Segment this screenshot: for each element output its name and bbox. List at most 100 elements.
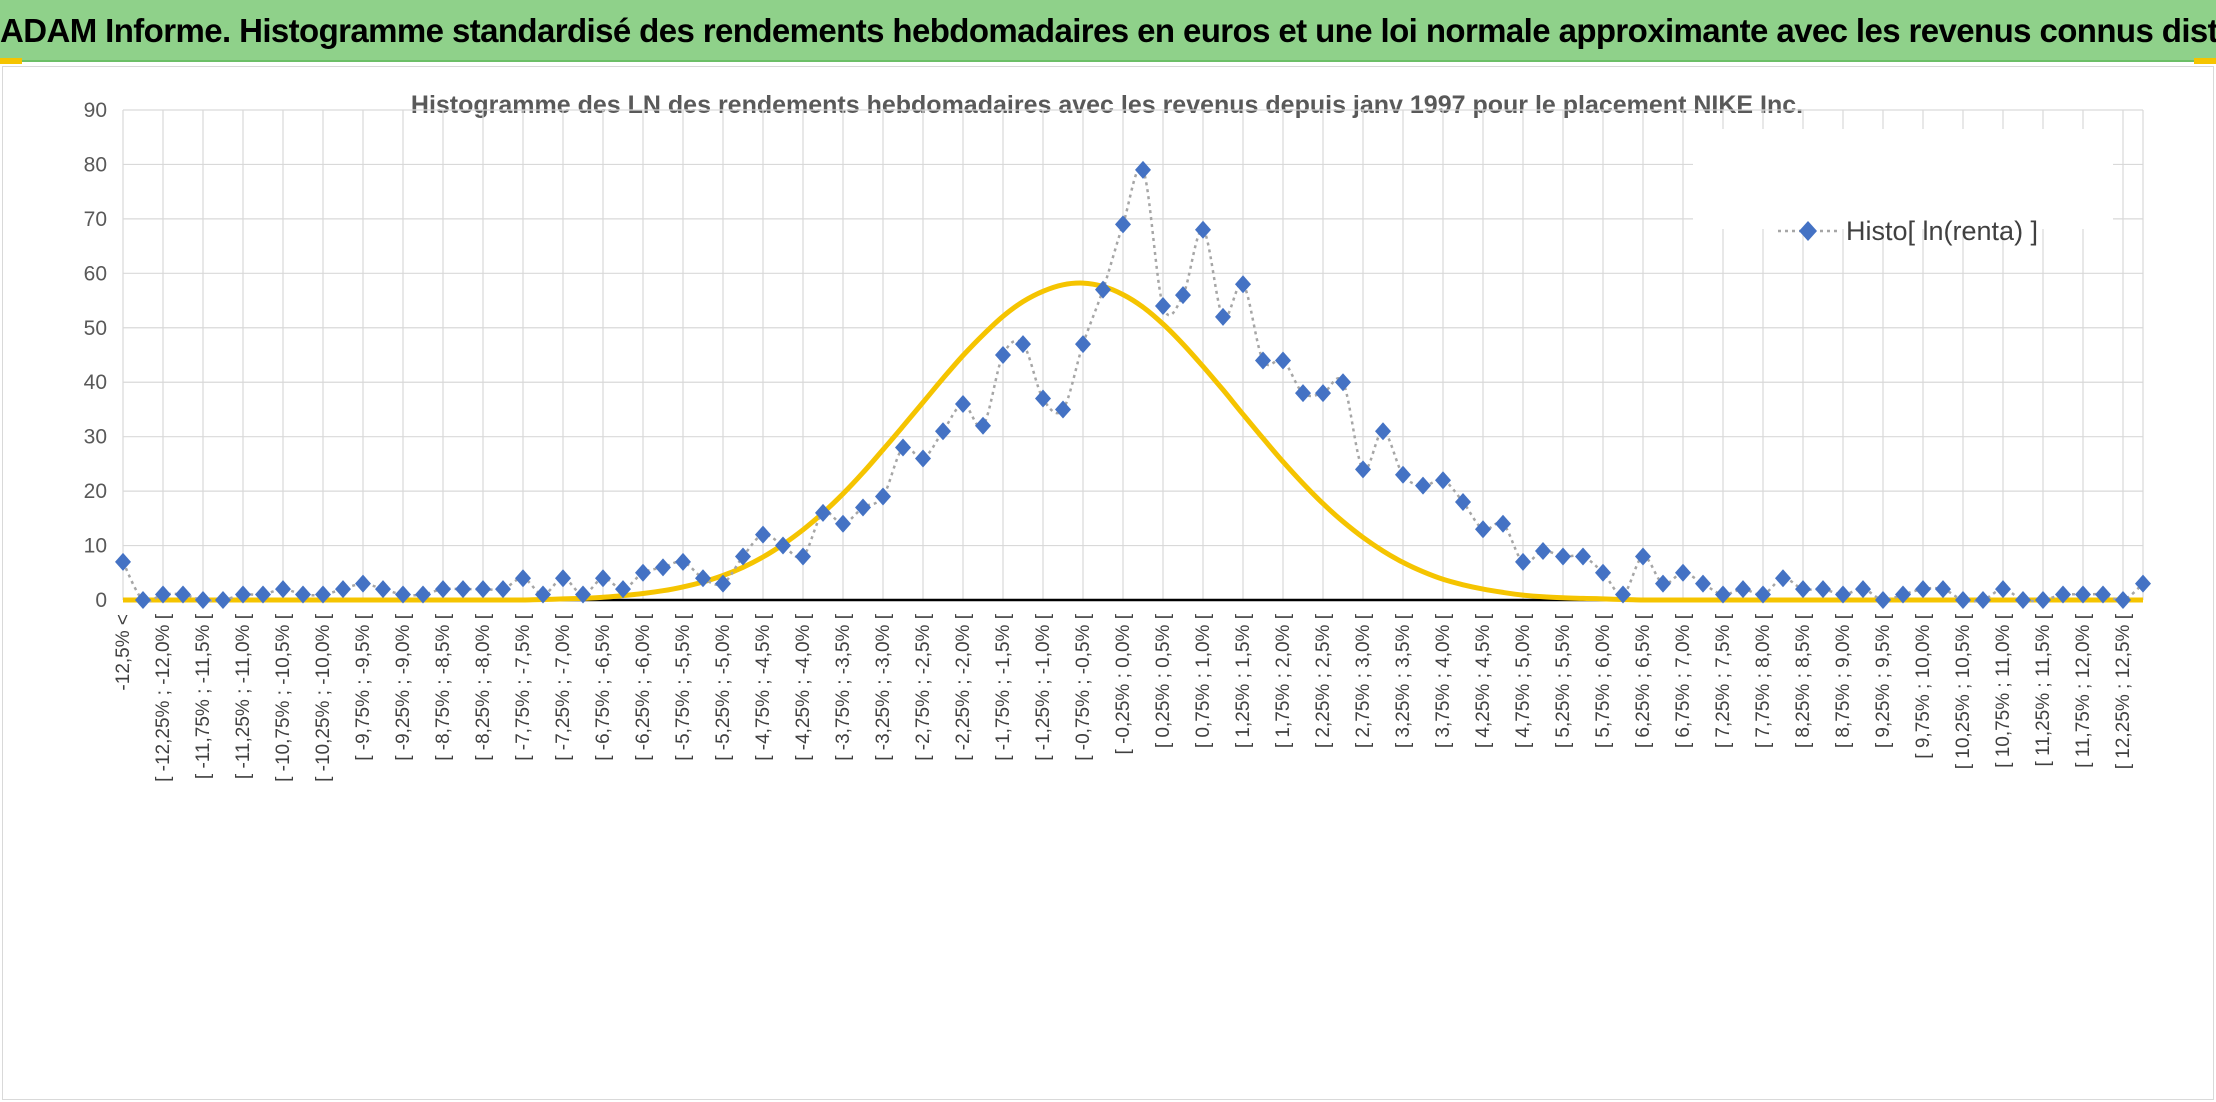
x-tick-label: [ -5,75% ; -5,5% [ (673, 613, 694, 761)
x-tick-label: [ 9,75% ; 10,0% [ (1913, 613, 1934, 758)
histo-point (175, 585, 191, 604)
x-tick-label: [ -2,25% ; -2,0% [ (953, 613, 974, 761)
x-tick-label: [ 0,75% ; 1,0% [ (1193, 613, 1214, 748)
banner-title: ADAM Informe. Histogramme standardisé de… (0, 12, 2216, 49)
histo-series-markers (115, 160, 2151, 609)
y-tick-label: 10 (84, 535, 107, 558)
x-tick-label: [ -1,25% ; -1,0% [ (1033, 613, 1054, 761)
x-tick-label: [ -4,75% ; -4,5% [ (753, 613, 774, 761)
x-tick-label: [ -12,25% ; -12,0% [ (153, 613, 174, 782)
histo-point (1835, 585, 1851, 604)
histo-point (1715, 585, 1731, 604)
histo-point (675, 552, 691, 571)
histogram-chart: Histogramme des LN des rendements hebdom… (84, 91, 2151, 782)
histo-point (1955, 591, 1971, 609)
histo-point (1535, 542, 1551, 560)
histo-point (695, 569, 711, 588)
chart-title: Histogramme des LN des rendements hebdom… (411, 91, 1803, 119)
histo-point (1095, 280, 1111, 299)
histo-point (655, 558, 671, 577)
histo-point (915, 449, 931, 468)
x-tick-label: [ -11,25% ; -11,0% [ (233, 613, 254, 779)
histo-point (1475, 520, 1491, 539)
y-axis-ticks: 0 10 20 30 40 50 60 70 80 90 (84, 99, 107, 612)
histo-point (1355, 460, 1371, 479)
legend-diamond-icon (1799, 221, 1817, 241)
legend-label: Histo[ ln(renta) ] (1846, 216, 2038, 246)
histo-point (735, 547, 751, 566)
x-tick-label: [ -9,75% ; -9,5% [ (353, 613, 374, 761)
histo-point (475, 580, 491, 599)
x-tick-label: [ 1,25% ; 1,5% [ (1233, 613, 1254, 748)
histo-point (1495, 514, 1511, 533)
legend-box (1693, 129, 2113, 229)
histo-point (495, 580, 511, 599)
histo-point (1175, 286, 1191, 305)
histo-point (1735, 580, 1751, 599)
histo-point (1675, 563, 1691, 582)
histo-series-line (121, 166, 2144, 603)
histo-point (635, 563, 651, 582)
histo-point (2135, 574, 2151, 593)
histo-point (1075, 335, 1091, 354)
histo-point (1115, 215, 1131, 234)
y-tick-label: 40 (84, 371, 107, 394)
histo-point (1315, 384, 1331, 403)
histo-point (535, 585, 551, 604)
histo-point (935, 422, 951, 441)
x-tick-label: [ 8,75% ; 9,0% [ (1833, 613, 1854, 748)
histo-point (315, 585, 331, 604)
banner-accent-left (0, 58, 22, 64)
histo-point (835, 514, 851, 533)
histo-point (1555, 547, 1571, 566)
histo-point (1515, 552, 1531, 571)
y-tick-label: 60 (84, 262, 107, 285)
histo-point (1815, 580, 1831, 599)
histo-point (1755, 585, 1771, 604)
histo-point (755, 525, 771, 544)
histo-point (1595, 563, 1611, 582)
histo-point (2035, 591, 2051, 609)
histo-point (1895, 585, 1911, 604)
x-tick-label: [ -10,25% ; -10,0% [ (313, 613, 334, 782)
histo-point (1015, 335, 1031, 354)
x-tick-label: [ 3,75% ; 4,0% [ (1433, 613, 1454, 748)
x-tick-label: [ 2,25% ; 2,5% [ (1313, 613, 1334, 748)
histo-point (215, 591, 231, 609)
x-tick-label: [ -7,75% ; -7,5% [ (513, 613, 534, 761)
histo-point (195, 591, 211, 609)
histo-point (1395, 465, 1411, 484)
histo-point (1775, 569, 1791, 588)
histo-point (415, 585, 431, 604)
histo-point (455, 580, 471, 599)
x-tick-label: [ -10,75% ; -10,5% [ (273, 613, 294, 782)
histo-point (1255, 351, 1271, 370)
histo-point (575, 585, 591, 604)
histo-point (1195, 220, 1211, 239)
histo-point (1975, 591, 1991, 609)
x-tick-label: [ -8,25% ; -8,0% [ (473, 613, 494, 761)
histo-point (1995, 580, 2011, 599)
histo-point (615, 580, 631, 599)
legend: Histo[ ln(renta) ] (1693, 129, 2113, 246)
x-tick-label: [ 8,25% ; 8,5% [ (1793, 613, 1814, 748)
histo-point (1875, 591, 1891, 609)
x-tick-label: [ 11,75% ; 12,0% [ (2073, 613, 2094, 768)
x-tick-label: [ -9,25% ; -9,0% [ (393, 613, 414, 761)
x-tick-label: [ -0,25% ; 0,0% [ (1113, 613, 1134, 754)
x-tick-label: [ 5,75% ; 6,0% [ (1593, 613, 1614, 748)
histo-point (815, 503, 831, 522)
x-tick-label: [ 7,25% ; 7,5% [ (1713, 613, 1734, 748)
x-tick-label: [ -1,75% ; -1,5% [ (993, 613, 1014, 761)
histo-point (235, 585, 251, 604)
histo-point (715, 574, 731, 593)
histo-point (1235, 275, 1251, 294)
x-tick-label: -12,5% < (113, 614, 134, 691)
x-tick-label: [ 1,75% ; 2,0% [ (1273, 613, 1294, 748)
y-tick-label: 70 (84, 208, 107, 231)
x-axis-ticks: -12,5% < [ -12,25% ; -12,0% [[ -11,75% ; … (113, 613, 2134, 782)
histo-point (895, 438, 911, 457)
histo-point (1855, 580, 1871, 599)
histo-point (1615, 585, 1631, 604)
histo-point (435, 580, 451, 599)
